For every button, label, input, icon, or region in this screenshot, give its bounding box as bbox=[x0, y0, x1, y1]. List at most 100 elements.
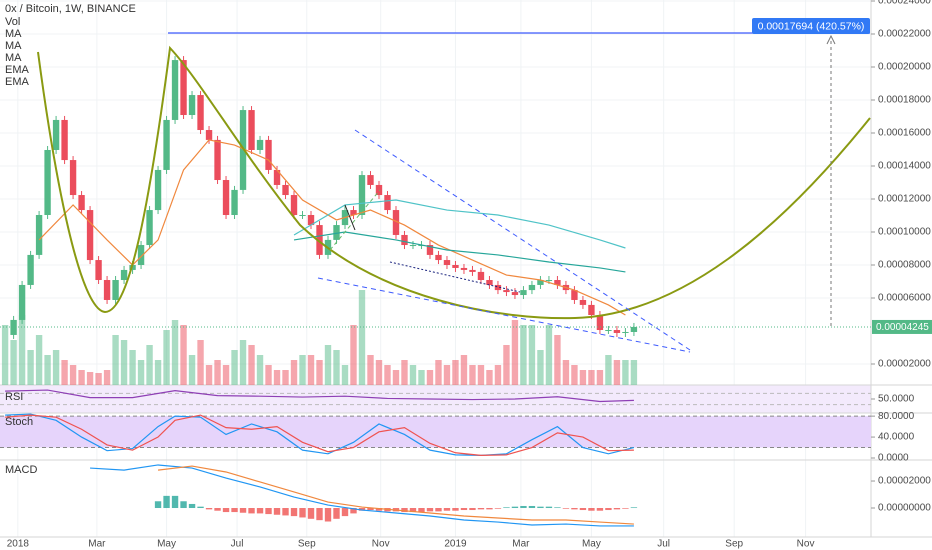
candle-body bbox=[350, 210, 357, 215]
macd-histogram bbox=[256, 508, 264, 514]
volume-bar bbox=[78, 370, 85, 385]
candle-body bbox=[180, 60, 187, 116]
macd-histogram bbox=[486, 508, 493, 510]
volume-bar bbox=[197, 340, 204, 385]
volume-bar bbox=[120, 340, 128, 385]
candle-body bbox=[401, 234, 408, 246]
x-tick-label: Jul bbox=[231, 539, 244, 550]
candle-body bbox=[409, 245, 417, 247]
macd-histogram bbox=[171, 495, 179, 509]
y-tick-label: 0.0000 bbox=[878, 453, 909, 464]
volume-bar bbox=[27, 350, 34, 385]
macd-histogram bbox=[528, 505, 536, 509]
candle-body bbox=[154, 169, 162, 211]
macd-histogram bbox=[588, 508, 595, 511]
volume-bar bbox=[222, 365, 230, 385]
volume-bar bbox=[375, 360, 383, 385]
volume-bar bbox=[554, 335, 561, 385]
volume-bar bbox=[401, 360, 408, 385]
macd-histogram bbox=[350, 508, 357, 514]
candle-body bbox=[35, 214, 43, 255]
candle-body bbox=[307, 214, 315, 226]
volume-layer bbox=[1, 290, 638, 385]
candle-body bbox=[52, 119, 60, 150]
volume-bar bbox=[44, 355, 51, 385]
macd-histogram bbox=[605, 508, 612, 511]
macd-histogram bbox=[163, 495, 170, 509]
measure-box bbox=[752, 18, 870, 34]
volume-bar bbox=[579, 370, 587, 385]
moving-average bbox=[293, 199, 626, 249]
volume-bar bbox=[596, 370, 604, 385]
candle-body bbox=[188, 95, 196, 116]
y-tick-label: 0.00018000 bbox=[878, 95, 931, 106]
candle-body bbox=[273, 169, 281, 185]
y-tick-label: 0.00002000 bbox=[878, 359, 931, 370]
symbol-title: 0x / Bitcoin, 1W, BINANCE bbox=[5, 3, 136, 15]
volume-bar bbox=[528, 325, 536, 385]
volume-bar bbox=[10, 340, 17, 385]
volume-bar bbox=[545, 325, 553, 385]
macd-histogram bbox=[154, 501, 162, 509]
candle-body bbox=[231, 189, 238, 215]
panel-label: MACD bbox=[5, 464, 37, 476]
volume-bar bbox=[214, 360, 221, 385]
y-tick-label: 80.0000 bbox=[878, 411, 915, 422]
candle-body bbox=[571, 290, 578, 300]
candle-body bbox=[214, 139, 221, 181]
candle-body bbox=[18, 284, 26, 320]
candle-body bbox=[367, 175, 374, 185]
volume-bar bbox=[384, 365, 391, 385]
candle-body bbox=[171, 60, 179, 120]
volume-bar bbox=[409, 365, 417, 385]
candle-body bbox=[78, 195, 85, 211]
candle-body bbox=[112, 280, 119, 300]
candle-body bbox=[494, 284, 502, 291]
price-layer bbox=[0, 56, 871, 339]
candle-body bbox=[27, 254, 34, 285]
candle-body bbox=[205, 130, 213, 140]
candle-body bbox=[545, 280, 553, 282]
legend-entry: MA bbox=[5, 52, 22, 64]
cup-curve bbox=[37, 45, 871, 320]
candle-body bbox=[282, 184, 289, 196]
candle-body bbox=[137, 245, 145, 265]
macd-histogram bbox=[613, 508, 621, 510]
volume-bar bbox=[613, 360, 621, 385]
volume-bar bbox=[18, 315, 26, 385]
x-tick-label: Sep bbox=[725, 539, 743, 550]
macd-histogram bbox=[265, 508, 272, 515]
candle-body bbox=[460, 267, 468, 270]
arrow bbox=[344, 204, 356, 231]
legend-entry: MA bbox=[5, 28, 22, 40]
candle-body bbox=[384, 195, 391, 211]
volume-bar bbox=[316, 360, 323, 385]
volume-bar bbox=[333, 350, 340, 385]
y-tick-label: 0.00006000 bbox=[878, 293, 931, 304]
candle-body bbox=[392, 210, 400, 235]
candle-body bbox=[511, 292, 519, 296]
x-tick-label: May bbox=[582, 539, 601, 550]
macd-histogram bbox=[401, 508, 408, 513]
macd-histogram bbox=[443, 508, 451, 511]
volume-bar bbox=[486, 370, 493, 385]
volume-bar bbox=[520, 325, 527, 385]
candle-body bbox=[503, 290, 510, 293]
candle-body bbox=[197, 95, 204, 131]
macd-histogram bbox=[188, 503, 196, 509]
macd-line bbox=[157, 465, 634, 525]
macd-histogram bbox=[596, 508, 604, 511]
candle-body bbox=[103, 280, 111, 300]
last-price-label: 0.00004245 bbox=[876, 322, 929, 333]
candle-body bbox=[426, 245, 434, 255]
volume-bar bbox=[452, 360, 459, 385]
volume-bar bbox=[180, 325, 187, 385]
candle-body bbox=[69, 160, 77, 196]
volume-bar bbox=[1, 325, 9, 385]
macd-histogram bbox=[562, 508, 570, 509]
volume-bar bbox=[392, 370, 400, 385]
macd-histogram bbox=[205, 508, 213, 510]
candle-body bbox=[605, 330, 612, 332]
candle-body bbox=[239, 110, 247, 190]
x-tick-label: Nov bbox=[372, 539, 390, 550]
